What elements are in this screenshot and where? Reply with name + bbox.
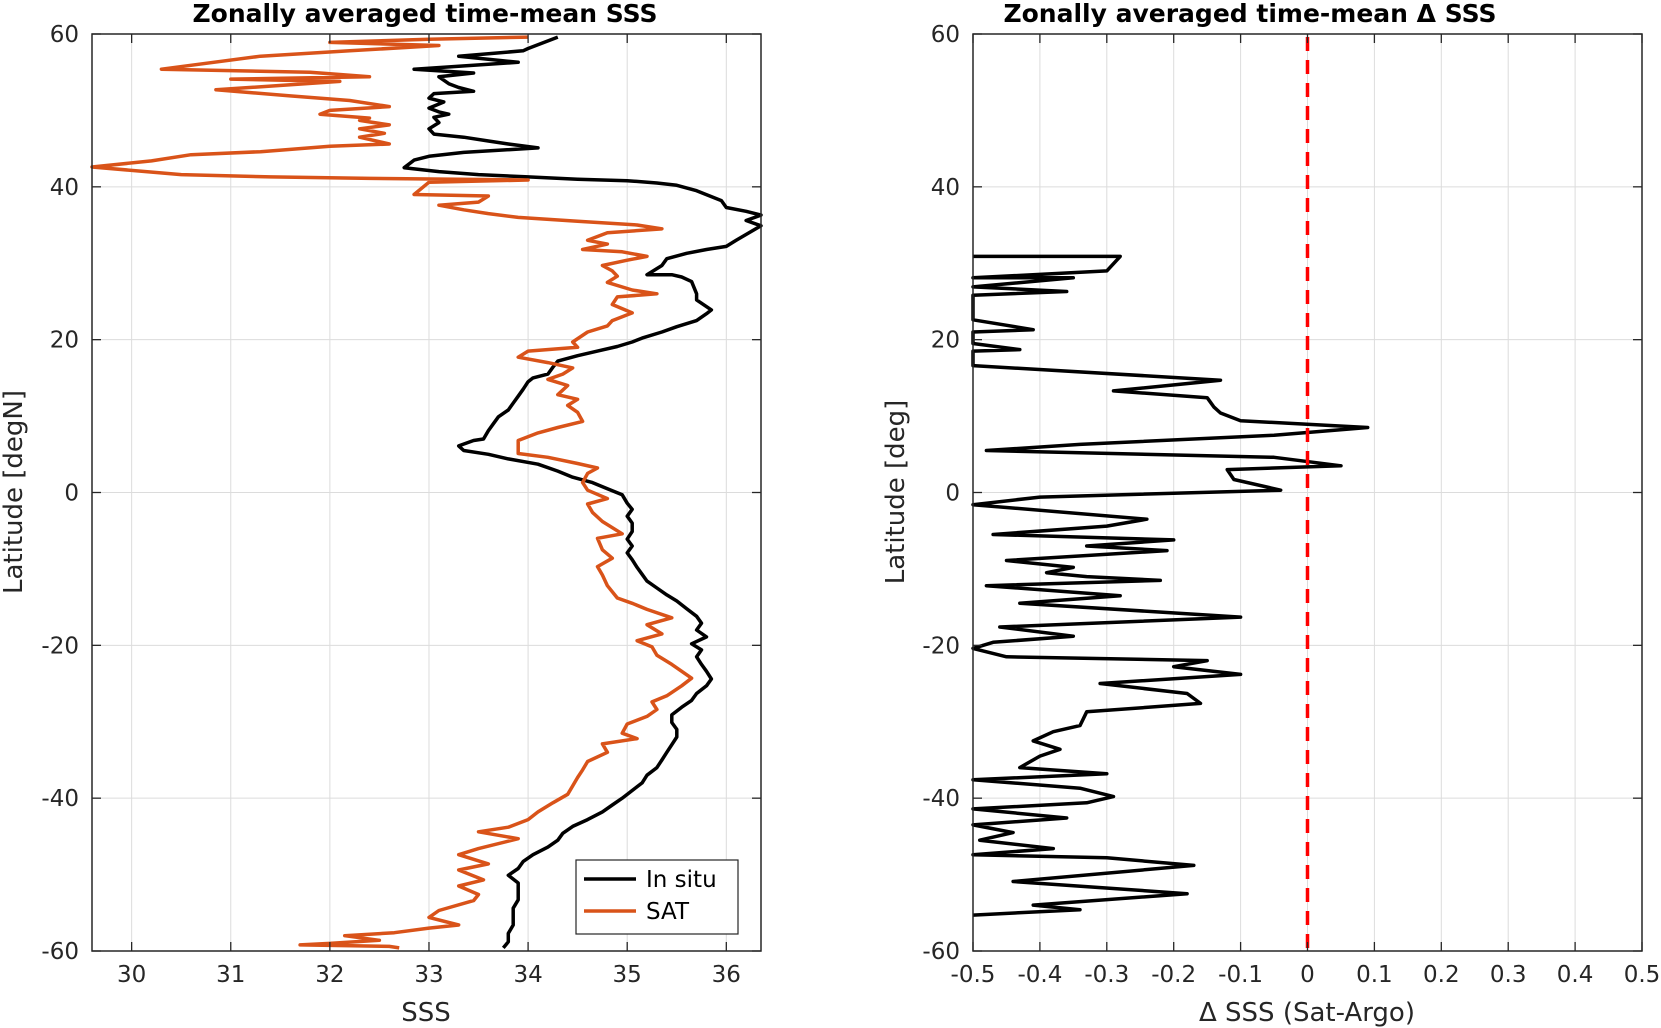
sss-series-line-in-situ: [402, 35, 763, 950]
delta-sss-y-tick-label: -40: [922, 786, 960, 812]
delta-sss-y-axis-label: Latitude [deg]: [881, 400, 911, 585]
sss-series: [90, 35, 763, 950]
sss-x-tick-label: 32: [315, 962, 344, 988]
legend: In situ SAT: [575, 859, 739, 935]
delta-sss-x-tick-label: 0.3: [1490, 962, 1527, 988]
sss-x-axis-label: SSS: [401, 998, 451, 1028]
delta-sss-panel-title: Zonally averaged time-mean Δ SSS: [1004, 0, 1497, 28]
sss-ticks: 30 31 32 33 34 35 36 -60 -40 -20 0 20 40 60: [41, 22, 761, 988]
delta-sss-x-tick-label: -0.1: [1218, 962, 1263, 988]
delta-sss-y-tick-label: 40: [931, 175, 960, 201]
delta-sss-series-line-0: [971, 254, 1370, 917]
sss-series-line-sat: [90, 35, 694, 950]
sss-y-axis-label: Latitude [degN]: [0, 390, 29, 594]
sss-panel: Zonally averaged time-mean SSS 30 31 32 33 3…: [0, 0, 763, 1028]
delta-sss-x-tick-label: -0.5: [951, 962, 996, 988]
delta-sss-y-tick-label: 60: [931, 22, 960, 48]
delta-sss-grid: [972, 33, 1643, 952]
delta-sss-x-tick-label: -0.4: [1017, 962, 1062, 988]
delta-sss-x-tick-label: 0: [1300, 962, 1315, 988]
sss-panel-title: Zonally averaged time-mean SSS: [193, 0, 658, 28]
sss-y-tick-label: 0: [64, 481, 79, 507]
delta-sss-x-tick-label: 0.2: [1423, 962, 1460, 988]
sss-x-tick-label: 36: [712, 962, 741, 988]
delta-sss-x-axis-label: Δ SSS (Sat-Argo): [1199, 998, 1415, 1028]
sss-y-tick-label: 60: [50, 22, 79, 48]
delta-sss-panel: Zonally averaged time-mean Δ SSS -0.5 -0.…: [881, 0, 1660, 1028]
delta-sss-x-tick-label: -0.3: [1084, 962, 1129, 988]
delta-sss-y-tick-label: 0: [945, 481, 960, 507]
delta-sss-y-tick-label: -60: [922, 939, 960, 965]
sss-x-tick-label: 34: [513, 962, 542, 988]
delta-sss-x-tick-label: 0.1: [1356, 962, 1393, 988]
delta-sss-ticks: -0.5 -0.4 -0.3 -0.2 -0.1 0 0.1 0.2 0.3 0.4 0.5 -60 -…: [922, 22, 1660, 988]
delta-sss-x-tick-label: 0.5: [1624, 962, 1661, 988]
sss-y-tick-label: -20: [41, 633, 79, 659]
sss-y-tick-label: 20: [50, 328, 79, 354]
legend-label-sat: SAT: [646, 899, 690, 925]
delta-sss-x-tick-label: 0.4: [1557, 962, 1594, 988]
delta-sss-y-tick-label: 20: [931, 328, 960, 354]
sss-y-tick-label: -40: [41, 786, 79, 812]
sss-y-tick-label: 40: [50, 175, 79, 201]
delta-sss-series: [971, 37, 1370, 951]
delta-sss-x-tick-label: -0.2: [1151, 962, 1196, 988]
sss-x-tick-label: 35: [613, 962, 642, 988]
legend-box: [575, 859, 739, 935]
sss-x-tick-label: 31: [216, 962, 245, 988]
delta-sss-y-tick-label: -20: [922, 633, 960, 659]
legend-label-in-situ: In situ: [646, 867, 717, 893]
sss-y-tick-label: -60: [41, 939, 79, 965]
sss-x-tick-label: 33: [414, 962, 443, 988]
sss-x-tick-label: 30: [117, 962, 146, 988]
